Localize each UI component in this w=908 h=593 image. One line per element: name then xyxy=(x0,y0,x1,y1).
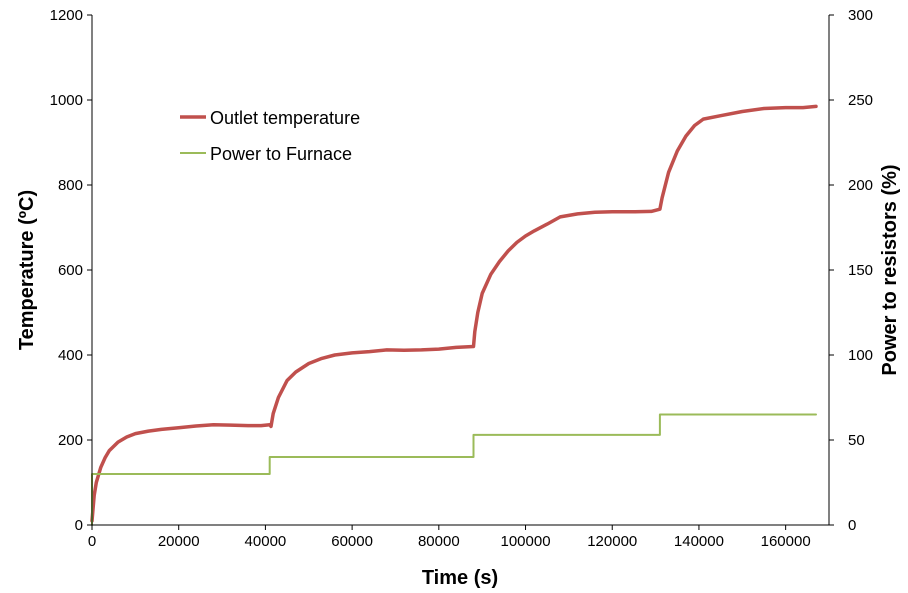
y2-tick-label: 300 xyxy=(848,7,873,24)
y-tick-label: 600 xyxy=(58,262,83,279)
legend-label-power-to-furnace: Power to Furnace xyxy=(210,144,352,164)
y-tick-label: 1000 xyxy=(50,92,83,109)
y-axis-title: Temperature (ºC) xyxy=(16,190,38,350)
x-tick-label: 140000 xyxy=(674,533,724,550)
y2-tick-label: 250 xyxy=(848,92,873,109)
y-tick-label: 400 xyxy=(58,347,83,364)
axes xyxy=(91,15,830,526)
x-tick-label: 0 xyxy=(88,533,96,550)
y-axis-ticks: 0 200 400 600 800 1000 1200 xyxy=(50,7,92,534)
x-tick-label: 120000 xyxy=(587,533,637,550)
x-tick-label: 40000 xyxy=(245,533,287,550)
y2-axis-ticks: 0 50 100 150 200 250 300 xyxy=(829,7,873,534)
x-tick-label: 80000 xyxy=(418,533,460,550)
legend-label-outlet-temperature: Outlet temperature xyxy=(210,108,360,128)
plot-lines xyxy=(90,104,818,526)
y-tick-label: 0 xyxy=(75,517,83,534)
x-tick-label: 20000 xyxy=(158,533,200,550)
x-tick-label: 100000 xyxy=(500,533,550,550)
y-tick-label: 800 xyxy=(58,177,83,194)
y2-tick-label: 0 xyxy=(848,517,856,534)
x-tick-label: 60000 xyxy=(331,533,373,550)
y2-tick-label: 200 xyxy=(848,177,873,194)
y2-tick-label: 100 xyxy=(848,347,873,364)
x-tick-label: 160000 xyxy=(761,533,811,550)
y2-tick-label: 50 xyxy=(848,432,865,449)
y-tick-label: 1200 xyxy=(50,7,83,24)
series-line-power-to-furnace xyxy=(91,413,817,526)
legend: Outlet temperature Power to Furnace xyxy=(180,108,360,164)
x-axis-title: Time (s) xyxy=(422,567,498,589)
series-line-outlet-temperature xyxy=(90,104,818,523)
y2-tick-label: 150 xyxy=(848,262,873,279)
x-axis-ticks: 0 20000 40000 60000 80000 100000 120000 140000 1… xyxy=(88,525,811,550)
y-tick-label: 200 xyxy=(58,432,83,449)
y2-axis-title: Power to resistors (%) xyxy=(879,164,901,375)
